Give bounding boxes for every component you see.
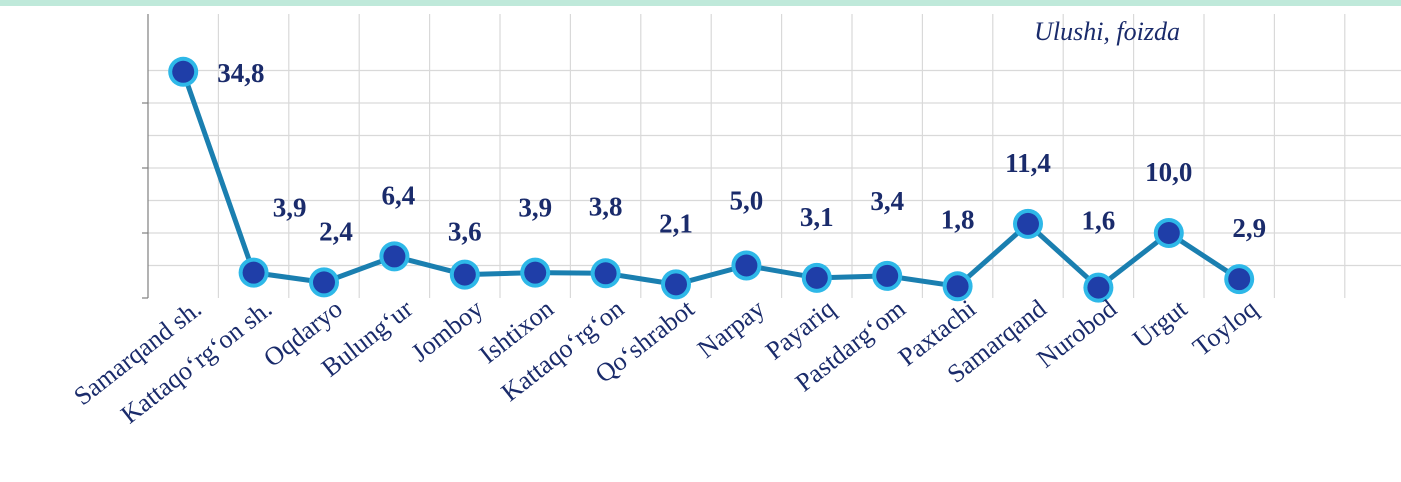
data-point [520,257,551,288]
data-label: 11,4 [1005,148,1051,178]
data-label: 6,4 [382,180,416,210]
axes [142,14,149,299]
data-point [590,258,621,289]
data-label: 10,0 [1145,157,1192,187]
data-point [168,56,199,87]
data-point [872,260,903,291]
category-label: Toyloq [1187,294,1263,362]
category-label: Narpay [692,294,770,364]
data-label: 2,9 [1232,213,1266,243]
category-label: Urgut [1127,293,1193,353]
data-label: 2,1 [659,208,693,238]
data-label: 3,9 [273,193,307,223]
data-labels: 34,8 3,9 2,4 6,4 3,6 3,9 3,8 2,1 5,0 3,1 3,4 1,8 11,… [217,58,1266,247]
data-point [942,271,973,302]
top-decor-band [0,0,1401,6]
data-point [379,241,410,272]
data-point [661,269,691,300]
data-point [1224,264,1255,295]
data-point [1013,208,1043,239]
data-point [1153,218,1184,248]
category-label: Nurobod [1031,294,1122,374]
category-label: Jomboy [406,294,489,368]
data-point [1083,272,1114,303]
data-label: 3,6 [448,217,482,247]
data-label: 3,1 [800,202,834,232]
data-point [309,267,339,298]
data-label: 2,4 [319,216,353,246]
y-axis-label: Ulushi, foizda [1034,17,1180,46]
data-point [731,250,762,281]
data-label: 3,9 [518,193,552,223]
data-label: 5,0 [730,186,764,216]
data-label: 1,6 [1082,206,1116,236]
data-point [238,257,269,288]
data-points [168,56,1255,303]
data-label: 3,4 [870,186,904,216]
series-line [180,70,1241,291]
data-point [801,262,832,293]
data-label: 34,8 [217,58,264,88]
data-point [449,259,480,290]
category-labels: Samarqand sh.Kattaqo‘rg‘on sh.OqdaryoBul… [68,293,1262,429]
gridlines [148,14,1401,298]
data-label: 1,8 [941,204,975,234]
data-label: 3,8 [589,191,623,221]
